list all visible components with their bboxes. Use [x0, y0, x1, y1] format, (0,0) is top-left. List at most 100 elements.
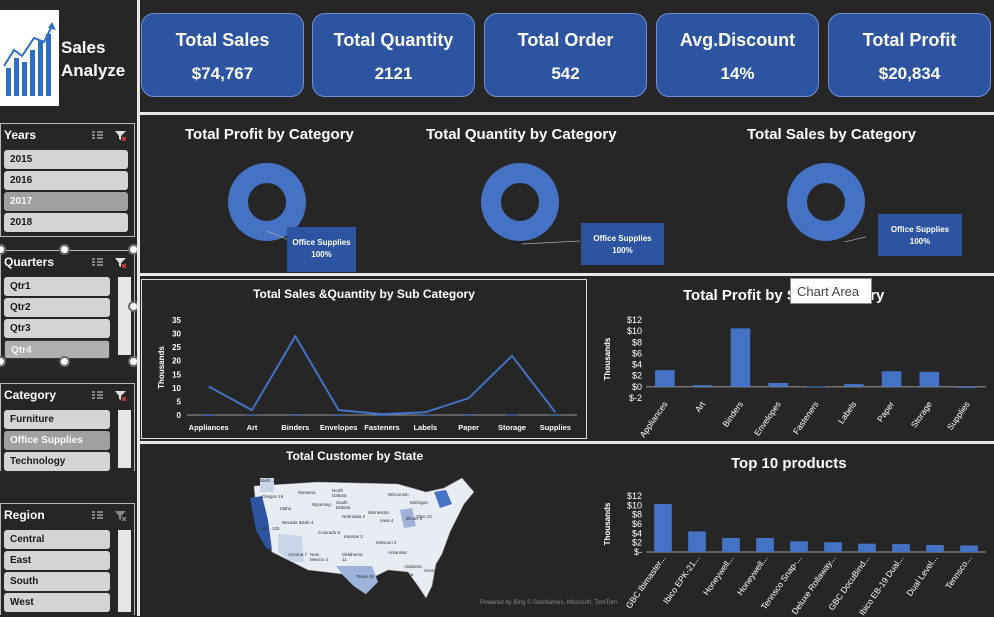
slice-label: Office Supplies — [292, 238, 351, 247]
bar[interactable] — [960, 545, 978, 552]
quantity-bar[interactable] — [506, 414, 518, 416]
top10-products-chart[interactable]: $-$2$4$6$8$10$12 Thousands GBC Ibimaster..… — [594, 476, 994, 616]
donut-chart-sales[interactable] — [786, 162, 866, 242]
sales-quantity-chart[interactable]: Total Sales &Quantity by Sub Category 0 5… — [141, 279, 587, 439]
bar[interactable] — [730, 328, 751, 387]
map-state-label: Michigan — [410, 500, 429, 505]
sales-line[interactable] — [208, 334, 557, 416]
kpi-value: $20,834 — [878, 64, 941, 83]
x-tick-label: Supplies — [540, 423, 571, 432]
slicer-item-2018[interactable]: 2018 — [4, 213, 128, 232]
bar[interactable] — [688, 531, 706, 552]
slicer-scrollbar[interactable] — [118, 530, 131, 612]
donut-slice-office-supplies[interactable] — [228, 163, 306, 241]
map-state-shape[interactable] — [400, 508, 416, 528]
years-slicer-title: Years — [4, 128, 37, 142]
x-tick-label: Honeywell... — [701, 553, 736, 597]
slicer-item-2017[interactable]: 2017 — [4, 192, 128, 211]
bar[interactable] — [654, 503, 672, 552]
quantity-bar[interactable] — [419, 414, 432, 416]
quantity-bar[interactable] — [332, 414, 345, 416]
bar[interactable] — [768, 382, 789, 387]
resize-handle[interactable] — [0, 356, 6, 367]
quantity-bar[interactable] — [289, 414, 302, 416]
bar[interactable] — [957, 386, 977, 388]
y-tick-label: $6 — [632, 519, 642, 529]
quantity-bar[interactable] — [462, 414, 475, 416]
profit-subcategory-chart[interactable]: $-2$0$2$4 $6$8$10$12 Thousands Appliances Ar… — [594, 280, 994, 440]
slicer-item-qtr2[interactable]: Qtr2 — [4, 298, 110, 317]
bar[interactable] — [790, 541, 808, 552]
slicer-item-central[interactable]: Central — [4, 530, 110, 549]
map-state-shape[interactable] — [278, 534, 304, 562]
quantity-bar[interactable] — [549, 414, 562, 416]
clear-filter-icon[interactable] — [114, 390, 127, 401]
bar[interactable] — [655, 370, 675, 387]
map-title: Total Customer by State — [286, 449, 424, 463]
us-map[interactable]: Washi... 14 Oregon 16 Calif... 125 Nevada 3… — [248, 470, 488, 612]
resize-handle[interactable] — [0, 244, 6, 255]
slicer-item-2016[interactable]: 2016 — [4, 171, 128, 190]
donut-slice-office-supplies[interactable] — [787, 163, 865, 241]
quantity-bar[interactable] — [246, 414, 258, 416]
slicer-item-west[interactable]: West — [4, 593, 110, 612]
multi-select-icon[interactable] — [91, 257, 104, 268]
clear-filter-icon[interactable] — [114, 130, 127, 141]
donut-slice-office-supplies[interactable] — [481, 163, 559, 241]
bar[interactable] — [722, 538, 740, 552]
clear-filter-icon[interactable] — [114, 510, 127, 521]
clear-filter-icon[interactable] — [114, 257, 127, 268]
quantity-bar[interactable] — [376, 414, 388, 416]
map-texas-shape[interactable] — [336, 566, 378, 594]
map-state-label: Missouri 2 — [376, 540, 397, 545]
y-tick-label: $10 — [627, 500, 642, 510]
bar[interactable] — [843, 384, 864, 387]
donut-chart-quantity[interactable] — [480, 162, 560, 242]
donut-data-label: Office Supplies 100% — [878, 214, 962, 256]
slicer-item-furniture[interactable]: Furniture — [4, 410, 110, 429]
y-tick-label: 20 — [172, 357, 181, 366]
x-tick-label: Ibico EPK-21... — [661, 553, 702, 605]
bar[interactable] — [756, 538, 774, 552]
slicer-item-qtr1[interactable]: Qtr1 — [4, 277, 110, 296]
region-slicer: Region Central East South West — [0, 503, 135, 616]
map-state-shape[interactable] — [260, 478, 274, 492]
map-state-label: Minnesota — [368, 510, 389, 515]
y-tick-label: $8 — [632, 510, 642, 520]
slicer-item-qtr3[interactable]: Qtr3 — [4, 319, 110, 338]
map-california-shape[interactable] — [250, 496, 272, 550]
slicer-item-south[interactable]: South — [4, 572, 110, 591]
map-state-label: Oklahoma 11 — [342, 552, 363, 562]
bar[interactable] — [824, 542, 842, 552]
resize-handle[interactable] — [59, 244, 70, 255]
bar[interactable] — [881, 371, 902, 387]
multi-select-icon[interactable] — [91, 390, 104, 401]
bar[interactable] — [806, 386, 826, 388]
slicer-item-east[interactable]: East — [4, 551, 110, 570]
map-state-label: North Dakota — [332, 488, 347, 498]
bar[interactable] — [892, 544, 910, 552]
resize-handle[interactable] — [59, 356, 70, 367]
slicer-scrollbar[interactable] — [118, 410, 131, 468]
slicer-item-qtr4[interactable]: Qtr4 — [4, 340, 110, 359]
slicer-item-2015[interactable]: 2015 — [4, 150, 128, 169]
app-title-line1: Sales — [61, 38, 106, 57]
y-tick-label: $12 — [627, 315, 642, 325]
y-axis-title: Thousands — [157, 346, 166, 389]
slicer-item-office-supplies[interactable]: Office Supplies — [4, 431, 110, 450]
divider — [140, 441, 994, 444]
y-tick-label: 15 — [172, 370, 181, 379]
map-state-label: Wyoming — [312, 502, 331, 507]
quantity-bar[interactable] — [202, 414, 215, 416]
bar[interactable] — [919, 371, 940, 387]
bar[interactable] — [692, 385, 713, 387]
multi-select-icon[interactable] — [91, 130, 104, 141]
slicer-scrollbar[interactable] — [118, 277, 131, 355]
donut-chart-profit[interactable] — [227, 162, 307, 242]
multi-select-icon[interactable] — [91, 510, 104, 521]
bar[interactable] — [926, 545, 944, 552]
slicer-item-technology[interactable]: Technology — [4, 452, 110, 471]
map-state-shape[interactable] — [434, 490, 452, 508]
bar[interactable] — [858, 543, 876, 552]
kpi-title: Total Profit — [862, 30, 957, 50]
